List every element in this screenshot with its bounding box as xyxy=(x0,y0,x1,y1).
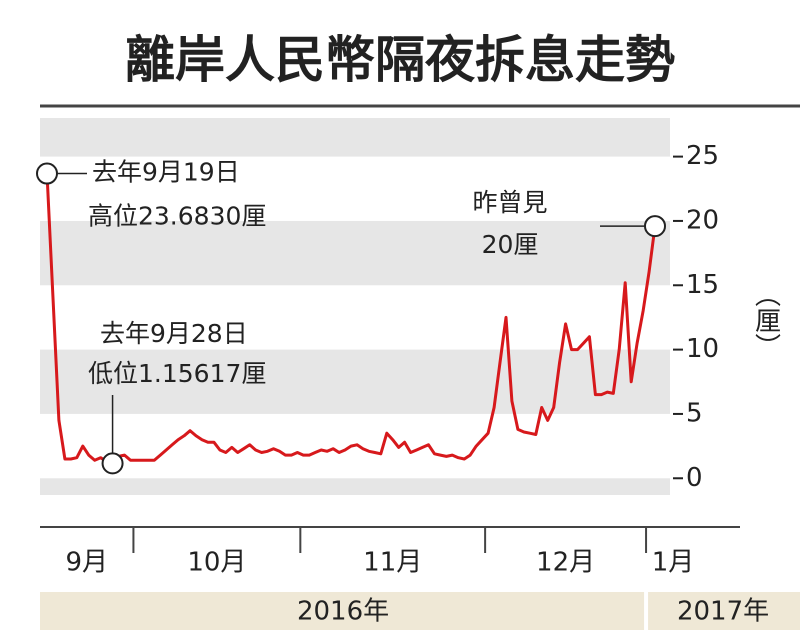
annotation: 去年9月19日 xyxy=(92,158,240,187)
plot-band xyxy=(40,285,670,350)
y-tick-label: 10 xyxy=(686,334,719,364)
x-tick-label: 10月 xyxy=(187,548,246,578)
annotation: 昨曾見 xyxy=(472,188,547,217)
chart-title: 離岸人民幣隔夜拆息走勢 xyxy=(125,30,675,89)
y-tick-label: 0 xyxy=(686,463,703,493)
x-tick-label: 9月 xyxy=(65,548,108,578)
annotation-marker xyxy=(644,215,666,238)
y-axis-label: （厘） xyxy=(751,281,781,359)
y-tick-label: 15 xyxy=(686,270,719,300)
x-tick-label: 1月 xyxy=(652,548,695,578)
year-band xyxy=(40,592,800,630)
year-label: 2017年 xyxy=(677,597,769,627)
x-tick-label: 11月 xyxy=(363,548,422,578)
y-tick-label: 20 xyxy=(686,205,719,235)
plot-band xyxy=(40,156,670,221)
annotation: 20厘 xyxy=(482,230,539,259)
annotation: 低位1.15617厘 xyxy=(88,359,266,388)
y-tick-label: 5 xyxy=(686,398,703,428)
annotation-marker xyxy=(101,452,124,475)
year-label: 2016年 xyxy=(297,597,389,627)
annotation: 去年9月28日 xyxy=(100,319,248,348)
annotation: 高位23.6830厘 xyxy=(88,202,266,231)
x-tick-label: 12月 xyxy=(536,548,595,578)
data-line xyxy=(45,173,657,465)
y-tick-label: 25 xyxy=(686,141,719,171)
annotation-marker xyxy=(36,162,58,185)
